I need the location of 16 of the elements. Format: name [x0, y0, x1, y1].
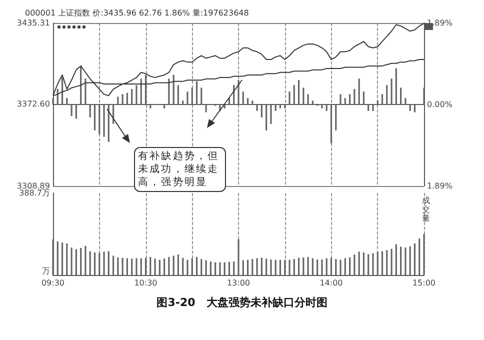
y-tick-label: 3372.60 — [16, 99, 50, 108]
y-tick-label: 3308.89 — [16, 182, 50, 190]
x-tick-label: 15:00 — [412, 278, 436, 288]
annotation: 有补缺趋势，但未成功，继续走高，强势明显 — [134, 147, 226, 192]
y2-tick-label: 0.00% — [427, 100, 453, 109]
x-tick-label: 14:00 — [320, 278, 343, 288]
y2-tick-label: 1.89% — [427, 182, 453, 190]
x-tick-label: 13:00 — [226, 278, 250, 288]
text: 万 — [42, 266, 50, 276]
y-tick-label: 3435.31 — [16, 18, 50, 28]
text: 388.7万 — [19, 188, 50, 198]
x-tick-label: 09:30 — [41, 278, 65, 288]
x-tick-label: 10:30 — [134, 278, 158, 288]
y2-axis-title: 成交量 — [422, 196, 430, 223]
chart-title: 000001 上证指数 价:3435.96 62.76 1.86% 量:197623648 — [25, 8, 249, 18]
text: 图3-20 大盘强势未补缺口分时图 — [156, 296, 328, 309]
